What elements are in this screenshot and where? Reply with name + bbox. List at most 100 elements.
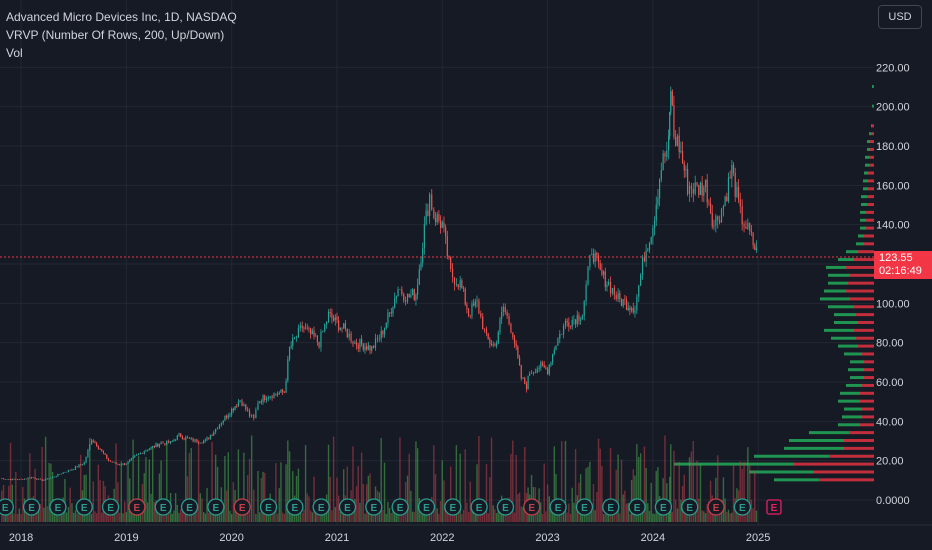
volume-bar (313, 476, 315, 522)
earnings-marker-label: E (660, 503, 667, 514)
earnings-marker (49, 498, 67, 516)
earnings-marker (0, 498, 14, 516)
candle-body (137, 453, 140, 455)
candle-body (73, 469, 75, 471)
earnings-marker-label: E (555, 503, 562, 514)
candle-body (429, 194, 431, 216)
candle-body (178, 433, 180, 436)
candle-body (399, 289, 401, 290)
candle-body (329, 311, 331, 314)
candle-body (13, 478, 15, 480)
candle-body (543, 364, 545, 368)
candle-body (186, 437, 189, 439)
candle-body (248, 410, 251, 417)
currency-button[interactable]: USD (878, 5, 922, 29)
volume-bar (51, 471, 54, 522)
volume-bar (645, 468, 647, 522)
candle-body (48, 478, 50, 480)
candle-body (141, 453, 143, 454)
volume-bar (406, 475, 409, 522)
candle-body (698, 185, 700, 195)
volume-profile-up-bar (861, 203, 867, 206)
volume-bar (311, 512, 314, 522)
volume-bar (222, 506, 224, 522)
volume-bar (448, 513, 450, 522)
candle-body (578, 315, 580, 321)
candle-body (150, 447, 152, 449)
candle-body (530, 373, 533, 374)
candle-body (322, 331, 324, 332)
volume-bar (722, 477, 725, 522)
candle-body (436, 214, 438, 223)
candle-body (306, 327, 308, 329)
volume-profile-up-bar (872, 85, 873, 88)
volume-profile-down-bar (869, 155, 874, 159)
volume-bar (648, 511, 651, 522)
candle-body (708, 202, 710, 204)
volume-bar (297, 468, 300, 522)
volume-bar (517, 494, 519, 522)
volume-bar (120, 461, 123, 522)
candle-body (576, 315, 578, 325)
volume-profile-down-bar (848, 281, 874, 285)
volume-bar (160, 460, 162, 522)
volume-bar (367, 475, 370, 522)
volume-bar (185, 437, 187, 522)
candle-body (720, 208, 723, 223)
candle-body (134, 455, 136, 457)
candle-body (8, 479, 10, 480)
candle-body (690, 186, 693, 189)
volume-bar (288, 451, 291, 522)
time-tick-label: 2025 (746, 532, 770, 544)
volume-bar (236, 511, 238, 522)
volume-bar (562, 505, 565, 522)
candle-body (688, 186, 691, 194)
volume-bar (455, 445, 458, 522)
earnings-marker (417, 498, 436, 516)
volume-bar (48, 463, 50, 522)
candle-body (273, 393, 275, 399)
volume-bar (392, 507, 394, 522)
volume-bar (201, 498, 203, 522)
volume-bar (143, 473, 145, 522)
candle-body (587, 266, 589, 285)
candle-body (380, 330, 382, 339)
candle-body (153, 446, 155, 447)
candle-body (227, 415, 229, 418)
volume-bar (594, 510, 596, 522)
candle-body (355, 342, 358, 346)
volume-bar (41, 446, 43, 522)
volume-indicator-label[interactable]: Vol (6, 46, 23, 60)
vrvp-indicator-label[interactable]: VRVP (Number Of Rows, 200, Up/Down) (6, 28, 225, 42)
candle-body (39, 478, 41, 480)
volume-bar (125, 512, 128, 522)
candle-body (255, 409, 257, 419)
volume-bar (655, 470, 657, 522)
candle-body (439, 220, 442, 228)
volume-profile-up-bar (869, 132, 871, 136)
volume-bar (39, 504, 42, 522)
volume-bar (732, 464, 735, 522)
volume-bar (346, 466, 348, 522)
volume-bar (664, 435, 666, 522)
volume-bar (387, 501, 389, 522)
volume-bar (192, 511, 194, 522)
volume-profile-up-bar (858, 234, 864, 238)
candle-body (450, 256, 452, 270)
candle-body (76, 466, 78, 468)
candle-body (743, 224, 745, 227)
candle-body (476, 300, 478, 302)
volume-profile-up-bar (838, 258, 854, 262)
volume-bar (213, 513, 215, 522)
candle-body (522, 377, 524, 379)
volume-bar (232, 482, 235, 522)
candle-body (692, 188, 694, 194)
candle-body (85, 457, 87, 463)
candle-body (647, 249, 649, 251)
volume-bar (324, 513, 326, 522)
earnings-marker (75, 498, 93, 516)
symbol-title[interactable]: Advanced Micro Devices Inc, 1D, NASDAQ (6, 10, 237, 24)
candle-body (107, 458, 110, 461)
volume-bar (60, 512, 63, 522)
